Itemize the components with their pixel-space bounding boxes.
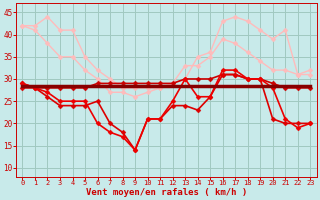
X-axis label: Vent moyen/en rafales ( km/h ): Vent moyen/en rafales ( km/h ) <box>86 188 247 197</box>
